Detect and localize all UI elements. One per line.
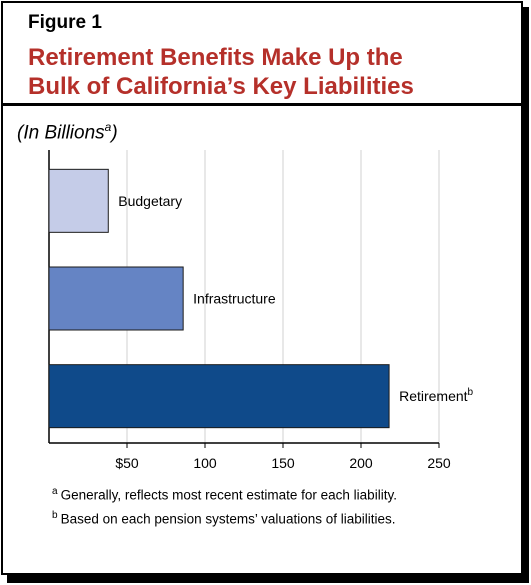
chart-subtitle: (In Billionsa) bbox=[17, 120, 118, 144]
chart-title-line-2: Bulk of California’s Key Liabilities bbox=[28, 73, 414, 100]
title-divider bbox=[3, 103, 521, 106]
footnote-a: a Generally, reflects most recent estimat… bbox=[52, 486, 397, 510]
chart-title-line-1: Retirement Benefits Make Up the bbox=[28, 44, 403, 71]
bar-label-infrastructure: Infrastructure bbox=[193, 291, 276, 307]
x-tick-label-2: 150 bbox=[271, 455, 295, 471]
bar-label-retirement: Retirementb bbox=[399, 387, 473, 404]
footnote-b: b Based on each pension systems’ valuatio… bbox=[52, 510, 397, 534]
footnotes: a Generally, reflects most recent estimat… bbox=[52, 486, 397, 534]
bar-infrastructure bbox=[48, 266, 184, 331]
subtitle-close-paren: ) bbox=[111, 122, 118, 144]
figure-label: Figure 1 bbox=[28, 12, 102, 33]
bar-label-budgetary: Budgetary bbox=[118, 193, 182, 209]
subtitle-text: (In Billions bbox=[17, 122, 105, 144]
x-tick-label-1: 100 bbox=[193, 455, 217, 471]
bar-retirement bbox=[48, 364, 390, 429]
x-tick-label-4: 250 bbox=[427, 455, 451, 471]
bar-budgetary bbox=[48, 168, 109, 233]
footnote-b-marker: b bbox=[52, 510, 58, 521]
footnote-a-marker: a bbox=[52, 486, 58, 497]
x-tick-label-0: $50 bbox=[115, 455, 139, 471]
figure-card: Figure 1 Retirement Benefits Make Up the… bbox=[1, 1, 523, 575]
subtitle-footnote-marker: a bbox=[104, 120, 112, 134]
bar-chart: $50 100 150 200 250 Budgetary Infrastructure Re… bbox=[48, 150, 474, 471]
x-tick-label-3: 200 bbox=[349, 455, 373, 471]
chart-title: Retirement Benefits Make Up the Bulk of … bbox=[28, 43, 498, 101]
footnote-b-text: Based on each pension systems’ valuation… bbox=[60, 511, 396, 527]
footnote-a-text: Generally, reflects most recent estimate… bbox=[60, 487, 397, 503]
